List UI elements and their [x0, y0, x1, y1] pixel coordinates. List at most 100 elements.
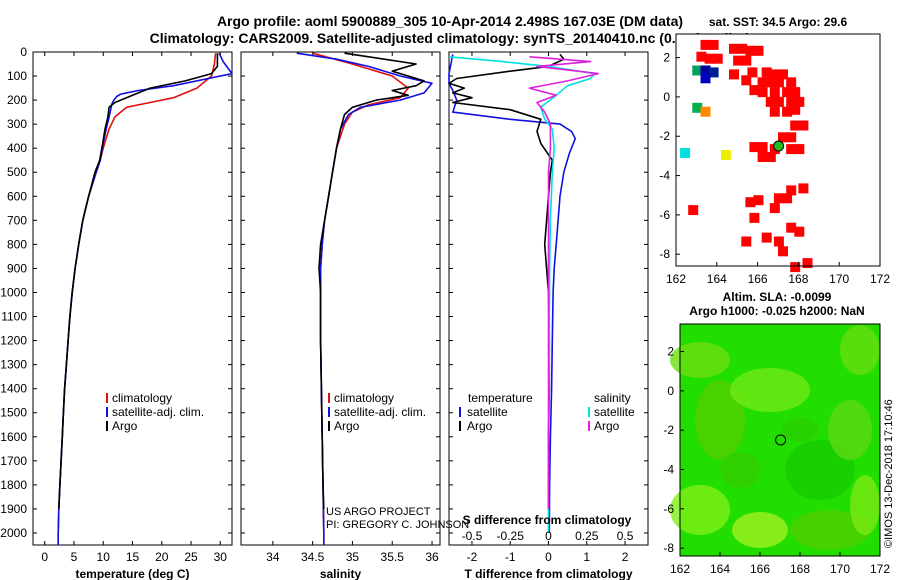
x-tick-label: 168: [790, 562, 810, 576]
sst-cell: [782, 193, 793, 204]
x2-axis-label: S difference from climatology: [463, 513, 632, 527]
sst-cell: [778, 132, 788, 143]
legend-label: satellite: [594, 405, 635, 419]
y-tick-label: 500: [7, 165, 27, 179]
x-tick-label: 166: [750, 562, 770, 576]
argo-position-marker: [775, 434, 787, 446]
y-tick-label: 0: [663, 90, 670, 104]
sst-cell: [692, 65, 703, 76]
plot-frame: [240, 51, 441, 546]
sst-cell: [749, 85, 760, 96]
sst-cell: [790, 87, 801, 98]
y-tick-label: -6: [663, 502, 674, 516]
sst-cell: [773, 193, 784, 204]
sst-cell: [729, 43, 739, 54]
sst-cell: [794, 96, 805, 107]
x-tick-label: 170: [829, 272, 849, 286]
sst-cell: [700, 73, 711, 84]
salinity-panel: 34 34.5 35 35.5 36 salinity climatologysatelli…: [240, 51, 441, 580]
altimetry-title-1: Altim. SLA: -0.0099: [723, 290, 832, 304]
x-tick-label: 10: [97, 550, 111, 564]
x-tick-label: 5: [71, 550, 78, 564]
sst-cell: [757, 87, 768, 98]
sst-cell: [786, 222, 797, 233]
sla-texture: [828, 400, 872, 460]
legend-label: Argo: [112, 419, 138, 433]
y-tick-label: 1100: [1, 310, 27, 324]
sst-cell: [753, 195, 764, 206]
legend-title-salinity: salinity: [594, 391, 631, 405]
y-tick-label: -8: [663, 541, 674, 555]
y-tick-label: 1800: [0, 478, 27, 492]
sst-cell: [696, 51, 707, 62]
y-tick-label: 100: [7, 69, 27, 83]
series-line-s-argo: [528, 56, 600, 509]
series-line-t-satellite: [448, 54, 577, 534]
y-tick-label: 0: [667, 384, 674, 398]
y-tick-label: 2: [667, 345, 674, 359]
difference-panel: -2 -1 0 1 2 T difference from climatology S di…: [448, 51, 649, 580]
legend-label: satellite: [467, 405, 508, 419]
sst-cell: [769, 203, 780, 214]
sla-texture: [670, 342, 730, 378]
x-axis-label: salinity: [320, 567, 362, 580]
y-tick-label: 1900: [0, 502, 27, 516]
x-tick-label: 1: [583, 550, 590, 564]
sst-cell: [782, 106, 793, 117]
y-tick-label: -4: [663, 462, 674, 476]
sst-cell: [741, 75, 752, 86]
x-tick-label: 15: [126, 550, 140, 564]
sst-cell: [786, 144, 797, 155]
sst-cell: [765, 77, 776, 88]
y-tick-label: 1200: [0, 334, 27, 348]
sst-cell: [798, 183, 809, 194]
sst-cell: [708, 39, 719, 50]
sst-cell: [798, 120, 809, 131]
project-label: US ARGO PROJECT: [326, 506, 431, 518]
argo-position-marker: [773, 140, 785, 152]
y-tick-label: -2: [659, 129, 670, 143]
sst-cell: [749, 142, 760, 153]
y-tick-label: -8: [659, 247, 670, 261]
plot-title-line2: Climatology: CARS2009. Satellite-adjuste…: [149, 30, 751, 46]
sst-cell: [757, 77, 768, 88]
sst-cell: [790, 104, 801, 115]
sst-title: sat. SST: 34.5 Argo: 29.6: [709, 15, 848, 29]
x-tick-label: 34.5: [301, 550, 325, 564]
sst-cell: [733, 55, 744, 66]
y-tick-label: 1400: [0, 382, 27, 396]
legend-title-temperature: temperature: [468, 391, 533, 405]
x-tick-label: 164: [710, 562, 730, 576]
sst-cell: [741, 55, 752, 66]
x2-tick-label: 0.5: [617, 529, 634, 543]
map-border: [679, 323, 881, 557]
y-tick-label: 1700: [0, 454, 27, 468]
legend-label: climatology: [334, 391, 394, 405]
plot-title-line1: Argo profile: aoml 5900889_305 10-Apr-20…: [216, 13, 684, 29]
sst-cell: [769, 106, 780, 117]
sst-cell: [712, 53, 723, 64]
sla-texture: [732, 512, 788, 548]
sla-texture: [790, 510, 870, 550]
sst-cell: [778, 69, 788, 80]
legend-label: Argo: [594, 419, 620, 433]
sst-cell: [786, 132, 797, 143]
legend-label: satellite-adj. clim.: [334, 405, 426, 419]
sst-cell: [802, 258, 813, 269]
sst-cell: [680, 148, 691, 158]
legend-label: satellite-adj. clim.: [112, 405, 204, 419]
sst-cell: [786, 185, 797, 196]
y-tick-label: 1600: [0, 430, 27, 444]
y-tick-label: 2: [663, 51, 670, 65]
y-tick-label: 1000: [0, 285, 27, 299]
x-tick-label: 0: [41, 550, 48, 564]
sst-cell: [757, 142, 768, 153]
sst-cell: [700, 65, 711, 76]
y-tick-label: 300: [7, 117, 27, 131]
x2-tick-label: 0: [545, 529, 552, 543]
y-tick-label: 900: [7, 261, 27, 275]
imos-stamp: ©IMOS 13-Dec-2018 17:10:46: [883, 399, 895, 548]
sst-cell: [757, 152, 768, 162]
x-tick-label: 2: [622, 550, 629, 564]
